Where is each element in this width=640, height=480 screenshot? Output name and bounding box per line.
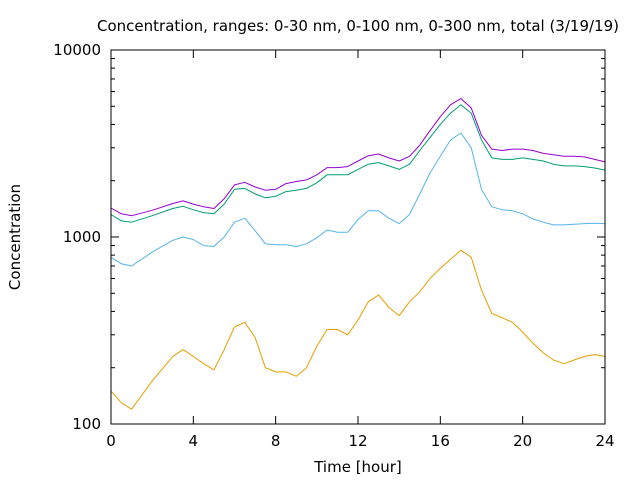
series-line-4 [110, 98, 606, 217]
chart-title: Concentration, ranges: 0-30 nm, 0-100 nm… [97, 17, 619, 35]
plot-frame [110, 49, 606, 425]
x-tick-label: 0 [106, 432, 116, 450]
series-line-3 [110, 104, 606, 223]
series-line-1 [110, 249, 606, 410]
x-axis-title: Time [hour] [313, 458, 402, 476]
y-tick-label: 10000 [53, 41, 101, 59]
y-axis-title: Concentration [6, 184, 24, 290]
series-line-2 [110, 132, 606, 267]
x-tick-label: 12 [348, 432, 367, 450]
y-tick-label: 100 [72, 415, 101, 433]
x-tick-label: 4 [189, 432, 199, 450]
x-tick-label: 20 [513, 432, 532, 450]
y-tick-label: 1000 [63, 228, 101, 246]
series-layer [110, 98, 606, 410]
axis-ticks: 0 4 8 12 16 20 24 100 1000 10000 [53, 41, 614, 450]
x-tick-label: 24 [595, 432, 614, 450]
x-tick-label: 16 [431, 432, 450, 450]
x-tick-label: 8 [271, 432, 281, 450]
